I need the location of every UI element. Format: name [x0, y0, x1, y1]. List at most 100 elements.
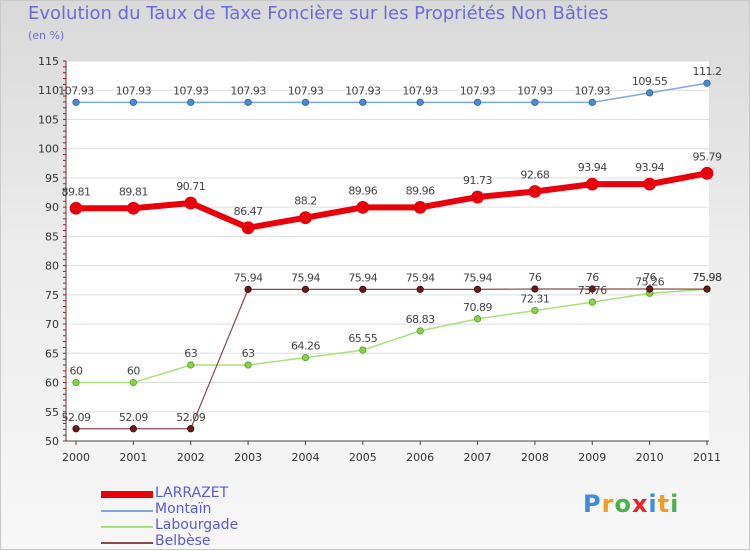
data-label-larrazet: 90.71 — [176, 180, 205, 193]
y-tick-label: 55 — [45, 406, 59, 419]
data-point-belbese — [72, 425, 80, 433]
data-label-montain: 111.2 — [693, 65, 722, 78]
data-label-belbese: 76 — [586, 271, 599, 284]
data-label-belbese: 75.94 — [406, 271, 435, 284]
data-label-belbese: 76 — [528, 271, 541, 284]
data-point-larrazet — [528, 185, 542, 198]
proxiti-logo: Proxiti — [583, 490, 679, 518]
data-label-montain: 107.93 — [575, 84, 611, 97]
y-tick-label: 110 — [38, 84, 59, 97]
data-point-belbese — [301, 285, 310, 293]
logo-letter: x — [631, 490, 649, 518]
logo-letter: t — [657, 490, 671, 518]
data-label-labourgade: 63 — [184, 347, 197, 360]
data-point-montain — [703, 79, 711, 87]
data-label-larrazet: 93.94 — [578, 161, 607, 174]
data-label-larrazet: 89.96 — [348, 184, 377, 197]
data-point-belbese — [129, 425, 137, 433]
data-point-labourgade — [301, 354, 310, 362]
data-label-larrazet: 89.96 — [406, 184, 435, 197]
x-tick-label: 2002 — [177, 451, 205, 464]
data-point-labourgade — [129, 378, 137, 387]
data-label-montain: 107.93 — [517, 84, 553, 97]
plot-area — [66, 61, 709, 441]
data-point-larrazet — [585, 177, 599, 191]
series-line-larrazet — [76, 170, 708, 231]
data-label-larrazet: 89.81 — [119, 185, 148, 198]
legend-swatch-larrazet — [101, 491, 153, 498]
legend-item-labourgade: Labourgade — [101, 517, 261, 535]
data-point-larrazet — [69, 201, 83, 215]
legend-item-larrazet: LARRAZET — [101, 485, 261, 503]
data-label-labourgade: 73.76 — [578, 284, 607, 297]
data-label-labourgade: 65.55 — [348, 332, 377, 345]
y-tick-label: 95 — [45, 172, 59, 185]
data-label-belbese: 75.94 — [348, 271, 377, 284]
logo-letter: i — [648, 490, 658, 518]
logo-letter: P — [583, 490, 602, 518]
series-line-labourgade — [76, 288, 708, 384]
data-point-montain — [416, 98, 424, 106]
legend-label-belbese: Belbèse — [155, 533, 211, 549]
data-label-belbese: 75.94 — [463, 271, 492, 284]
data-label-montain: 107.93 — [116, 84, 152, 97]
data-point-belbese — [703, 285, 711, 293]
legend-label-montain: Montaïn — [155, 501, 212, 517]
data-label-larrazet: 92.68 — [520, 168, 549, 181]
y-tick-label: 105 — [38, 113, 59, 126]
data-point-belbese — [588, 285, 596, 293]
data-point-larrazet — [413, 200, 427, 214]
y-tick-label: 90 — [45, 201, 59, 214]
x-tick-label: 2001 — [119, 451, 147, 464]
x-tick-label: 2011 — [693, 451, 721, 464]
data-point-montain — [646, 89, 654, 97]
data-label-larrazet: 93.94 — [635, 161, 664, 174]
data-label-larrazet: 86.47 — [234, 205, 263, 218]
series-line-belbese — [76, 288, 708, 430]
data-point-larrazet — [299, 211, 312, 225]
data-label-labourgade: 68.83 — [406, 313, 435, 326]
y-tick-label: 85 — [45, 230, 59, 243]
y-tick-label: 100 — [38, 143, 59, 156]
series-line-montain — [76, 82, 708, 104]
data-point-belbese — [531, 285, 539, 293]
data-point-belbese — [244, 285, 252, 293]
x-tick-label: 2009 — [578, 451, 606, 464]
data-point-larrazet — [471, 190, 484, 204]
data-point-montain — [244, 98, 252, 106]
data-label-labourgade: 60 — [127, 365, 140, 378]
data-point-larrazet — [126, 201, 140, 215]
data-point-larrazet — [643, 177, 657, 191]
y-tick-label: 115 — [38, 55, 59, 68]
data-point-montain — [359, 98, 367, 106]
data-point-montain — [301, 98, 310, 106]
data-point-belbese — [187, 425, 195, 433]
data-point-montain — [129, 98, 137, 106]
logo-letter: i — [670, 490, 680, 518]
data-label-montain: 109.55 — [632, 75, 668, 88]
data-label-belbese: 52.09 — [62, 411, 91, 424]
data-label-montain: 107.93 — [460, 84, 496, 97]
data-label-belbese: 52.09 — [176, 411, 205, 424]
data-label-larrazet: 89.81 — [62, 185, 91, 198]
data-label-montain: 107.93 — [58, 84, 94, 97]
data-label-montain: 107.93 — [345, 84, 381, 97]
data-point-labourgade — [359, 346, 367, 354]
data-label-labourgade: 75.98 — [693, 271, 722, 284]
data-point-belbese — [473, 285, 482, 293]
legend-label-larrazet: LARRAZET — [155, 485, 229, 501]
data-label-larrazet: 95.79 — [693, 150, 722, 163]
data-point-larrazet — [184, 196, 198, 210]
legend-swatch-montain — [101, 510, 153, 512]
legend-label-labourgade: Labourgade — [155, 517, 239, 533]
data-point-montain — [588, 98, 596, 106]
data-label-montain: 107.93 — [288, 84, 324, 97]
y-tick-label: 65 — [45, 347, 59, 360]
data-point-belbese — [359, 285, 367, 293]
x-tick-label: 2010 — [636, 451, 664, 464]
legend-item-montain: Montaïn — [101, 501, 261, 519]
legend-swatch-belbese — [101, 542, 153, 544]
y-tick-label: 60 — [45, 377, 59, 390]
data-point-montain — [187, 98, 195, 106]
